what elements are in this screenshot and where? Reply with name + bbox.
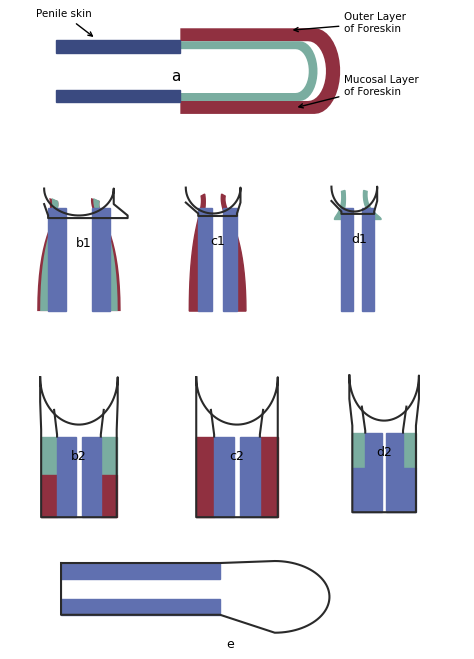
Polygon shape bbox=[82, 436, 101, 517]
Polygon shape bbox=[352, 432, 365, 469]
Polygon shape bbox=[56, 90, 180, 102]
Polygon shape bbox=[48, 208, 66, 311]
Text: Mucosal Layer
of Foreskin: Mucosal Layer of Foreskin bbox=[299, 75, 419, 108]
Polygon shape bbox=[352, 469, 365, 512]
Polygon shape bbox=[403, 469, 416, 512]
Polygon shape bbox=[364, 190, 381, 219]
Polygon shape bbox=[341, 208, 353, 311]
Polygon shape bbox=[221, 194, 246, 311]
Polygon shape bbox=[196, 436, 214, 517]
Polygon shape bbox=[91, 198, 121, 311]
Polygon shape bbox=[180, 42, 318, 101]
Polygon shape bbox=[41, 436, 57, 475]
Polygon shape bbox=[240, 436, 260, 517]
Text: d2: d2 bbox=[376, 446, 392, 459]
Polygon shape bbox=[260, 436, 278, 517]
Polygon shape bbox=[223, 208, 237, 311]
Polygon shape bbox=[365, 432, 382, 512]
Polygon shape bbox=[92, 208, 110, 311]
Text: b1: b1 bbox=[76, 237, 92, 250]
Polygon shape bbox=[386, 432, 403, 512]
Polygon shape bbox=[403, 432, 416, 469]
Text: d1: d1 bbox=[351, 233, 367, 246]
Text: Penile skin: Penile skin bbox=[36, 9, 92, 36]
Polygon shape bbox=[189, 194, 205, 311]
Polygon shape bbox=[40, 198, 58, 311]
Text: c1: c1 bbox=[210, 235, 226, 248]
Polygon shape bbox=[180, 28, 340, 114]
Polygon shape bbox=[101, 436, 117, 475]
Text: b2: b2 bbox=[71, 450, 87, 463]
Text: e: e bbox=[226, 638, 234, 651]
Polygon shape bbox=[61, 563, 220, 579]
Polygon shape bbox=[180, 50, 297, 92]
Polygon shape bbox=[101, 475, 117, 517]
Text: a: a bbox=[171, 69, 180, 84]
Polygon shape bbox=[93, 198, 118, 311]
Text: c2: c2 bbox=[229, 450, 245, 463]
Polygon shape bbox=[362, 208, 374, 311]
Polygon shape bbox=[37, 198, 58, 311]
Polygon shape bbox=[61, 599, 220, 615]
Polygon shape bbox=[198, 208, 212, 311]
Polygon shape bbox=[214, 436, 234, 517]
Polygon shape bbox=[56, 40, 180, 53]
Polygon shape bbox=[335, 190, 346, 219]
Polygon shape bbox=[41, 475, 57, 517]
Polygon shape bbox=[57, 436, 76, 517]
Text: Outer Layer
of Foreskin: Outer Layer of Foreskin bbox=[294, 13, 406, 34]
